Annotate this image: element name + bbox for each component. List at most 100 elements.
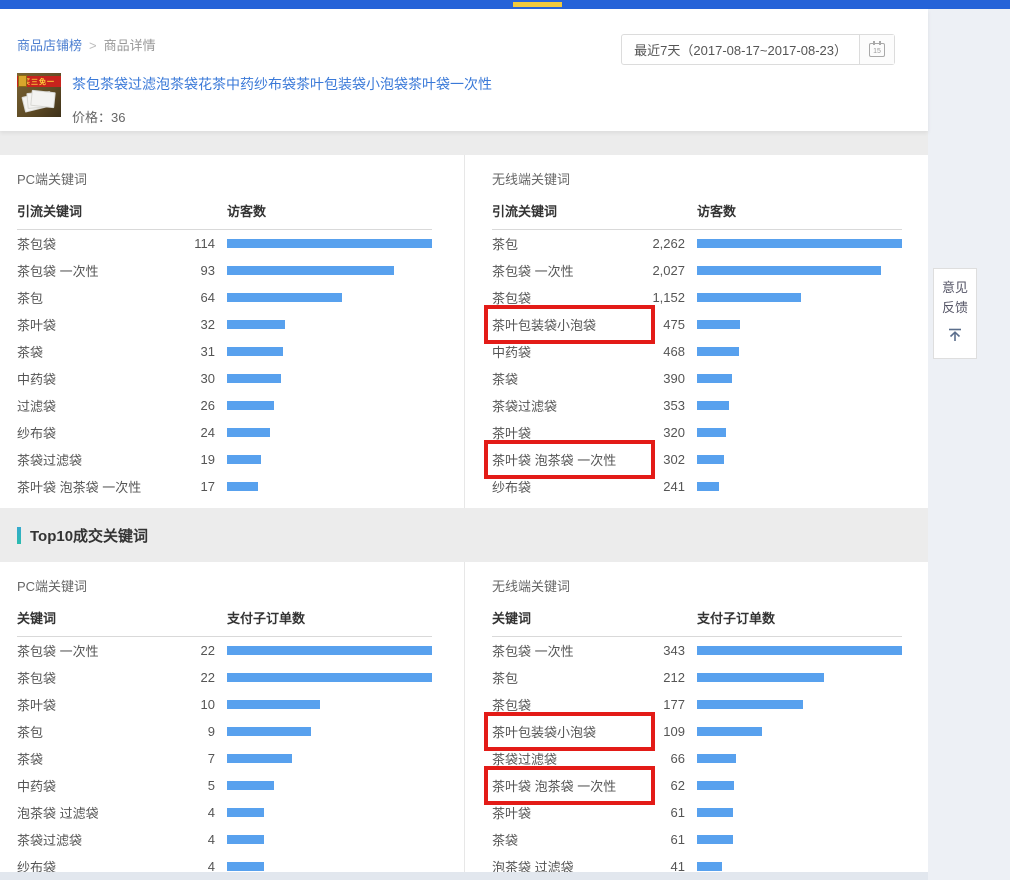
keyword-value: 302 [663,452,685,467]
keyword-label: 茶包 [492,671,519,686]
keyword-label: 纱布袋 [492,480,532,495]
bar [227,401,274,410]
keyword-row: 茶包袋 一次性 93 [17,257,432,284]
keyword-value: 177 [663,697,685,712]
bar [697,293,802,302]
keyword-value: 24 [200,425,215,440]
bar [227,428,271,437]
feedback-widget[interactable]: 意见 反馈 [933,268,977,359]
bar [697,266,881,275]
date-range-picker[interactable]: 最近7天（2017-08-17~2017-08-23） 15 [621,34,895,65]
keyword-row: 中药袋 30 [17,365,432,392]
bar-track [697,781,902,790]
bar [697,239,902,248]
keyword-label: 茶包袋 [17,671,57,686]
bar [697,455,725,464]
keyword-row: 泡茶袋 过滤袋 41 [492,853,902,872]
calendar-day: 15 [873,47,881,55]
keyword-label: 茶包 [17,291,44,306]
bar [697,428,726,437]
breadcrumb-link-rank[interactable]: 商品店铺榜 [17,38,83,53]
section-accent-bar [17,526,21,544]
calendar-button[interactable]: 15 [859,35,894,64]
bar [227,347,283,356]
teabags-graphic [21,89,56,113]
keyword-row: 茶袋 390 [492,365,902,392]
keyword-label: 茶包袋 一次性 [17,264,99,279]
back-to-top-icon[interactable] [947,327,963,348]
keyword-row: 茶包袋 1,152 [492,284,902,311]
bar [697,862,722,871]
bar-track [697,482,902,491]
bar-track [227,808,432,817]
bar-track [697,239,902,248]
keyword-row: 中药袋 468 [492,338,902,365]
keyword-value: 241 [663,479,685,494]
bar [697,320,741,329]
bar-track [697,455,902,464]
value-column-header: 访客数 [697,204,737,219]
bar [697,646,902,655]
keyword-row: 茶包 2,262 [492,230,902,257]
keyword-label: 茶叶袋 [492,806,532,821]
column-headers: 关键词 支付子订单数 [492,608,902,637]
keyword-label: 茶叶袋 泡茶袋 一次性 [17,480,142,495]
bar [227,700,321,709]
keyword-row: 茶袋 7 [17,745,432,772]
bar-track [227,482,432,491]
keyword-label: 泡茶袋 过滤袋 [492,860,574,872]
keyword-label: 泡茶袋 过滤袋 [17,806,99,821]
bar-track [227,320,432,329]
keyword-label: 茶袋 [17,752,44,767]
product-image[interactable]: 买三免一 [17,73,61,117]
keyword-value: 5 [207,778,215,793]
keyword-label: 茶包袋 一次性 [492,644,574,659]
keyword-value: 22 [200,670,215,685]
keyword-value: 4 [207,859,215,872]
keyword-value: 61 [670,805,685,820]
section-title: Top10成交关键词 [30,527,149,545]
keyword-label: 茶袋 [492,372,519,387]
keyword-value: 93 [200,263,215,278]
keyword-value: 31 [200,344,215,359]
bar-track [227,781,432,790]
keyword-row: 茶袋过滤袋 353 [492,392,902,419]
bar-track [227,428,432,437]
bar [697,727,763,736]
bar-track [697,700,902,709]
feedback-label-line2: 反馈 [941,300,968,315]
product-info: 茶包茶袋过滤泡茶袋花茶中药纱布袋茶叶包装袋小泡袋茶叶袋一次性 价格：36 [72,73,492,126]
keyword-value: 468 [663,344,685,359]
keyword-row: 茶包袋 一次性 22 [17,637,432,664]
wireless-deal-panel: 无线端关键词 关键词 支付子订单数 茶包袋 一次性 343 茶包 212 [464,562,928,872]
bar [697,700,803,709]
right-rail: 意见 反馈 [928,0,1010,880]
keyword-row: 纱布袋 4 [17,853,432,872]
keyword-label: 茶包袋 [492,291,532,306]
keyword-row: 中药袋 5 [17,772,432,799]
keyword-label: 茶叶包装袋小泡袋 [484,712,655,751]
panel-title: 无线端关键词 [492,579,571,594]
keyword-label: 中药袋 [492,345,532,360]
deal-keywords-card: PC端关键词 关键词 支付子订单数 茶包袋 一次性 22 茶包袋 22 [0,562,928,872]
keyword-label: 茶袋过滤袋 [17,833,83,848]
bar-track [697,374,902,383]
bar-track [227,862,432,871]
bar-track [697,347,902,356]
panel-title: PC端关键词 [17,172,88,187]
bar [697,781,735,790]
keyword-label: 茶袋过滤袋 [492,399,558,414]
column-headers: 关键词 支付子订单数 [17,608,432,637]
bar-track [227,754,432,763]
keyword-value: 109 [663,724,685,739]
breadcrumb-current: 商品详情 [103,38,156,53]
keyword-rows: 茶包 2,262 茶包袋 一次性 2,027 茶包袋 1,152 茶叶包装袋小泡… [484,230,902,500]
product-title-link[interactable]: 茶包茶袋过滤泡茶袋花茶中药纱布袋茶叶包装袋小泡袋茶叶袋一次性 [72,76,492,92]
keyword-row: 茶叶袋 泡茶袋 一次性 62 [484,766,902,805]
keyword-label: 茶袋 [492,833,519,848]
keyword-value: 19 [200,452,215,467]
keyword-row: 茶包袋 22 [17,664,432,691]
bar [227,293,342,302]
bar-track [697,673,902,682]
